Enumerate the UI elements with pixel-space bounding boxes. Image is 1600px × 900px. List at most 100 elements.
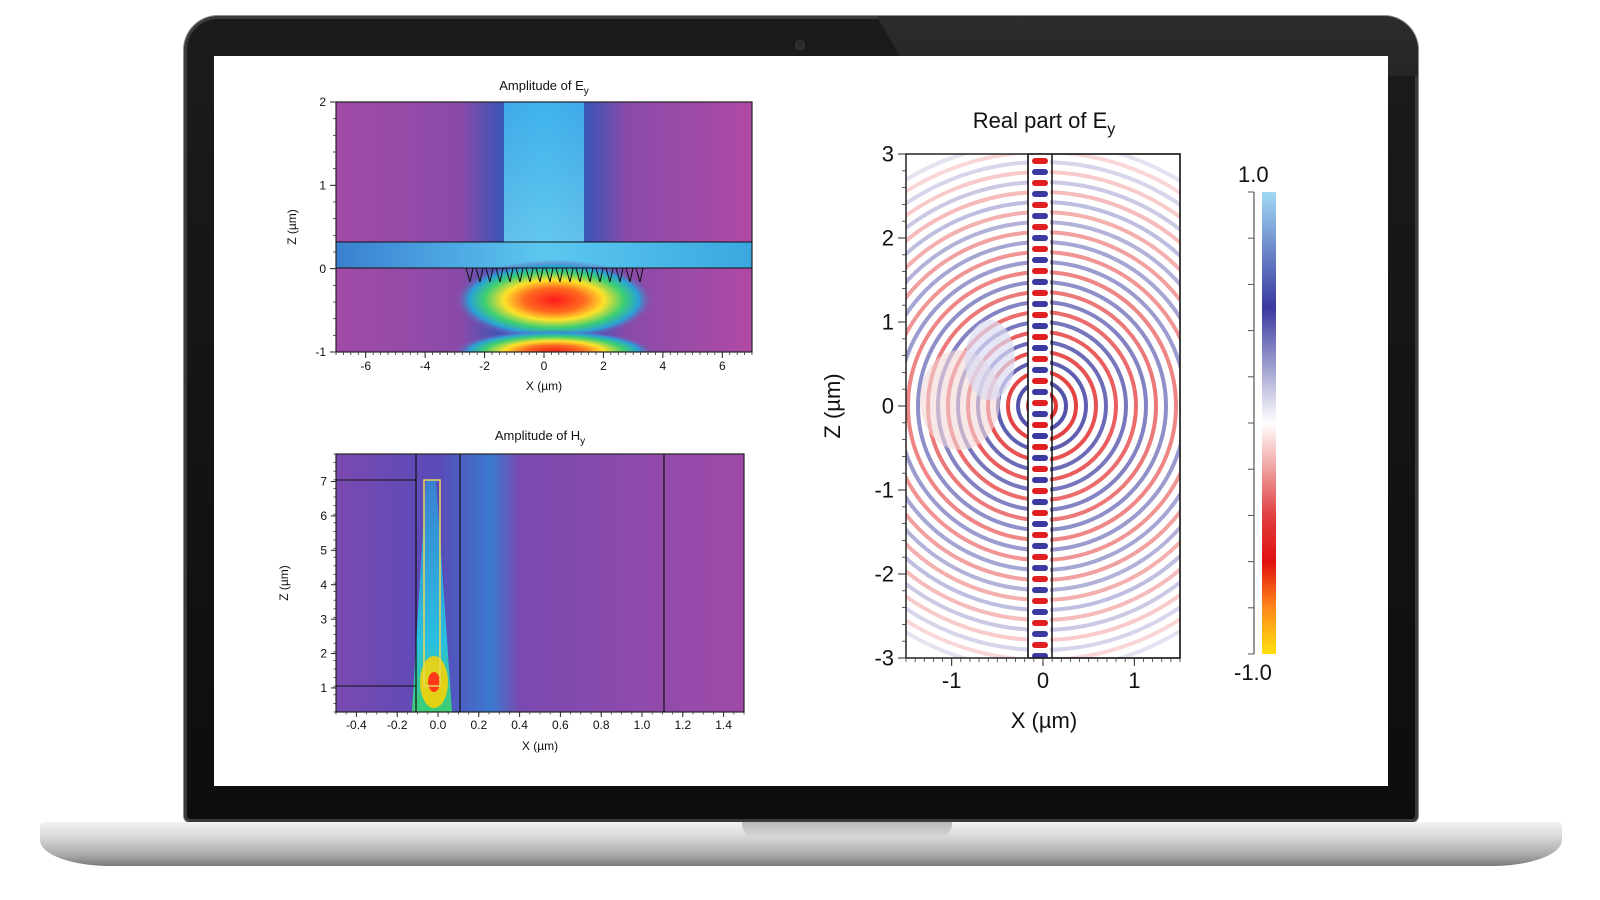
field-stripe [1032,411,1048,417]
field-stripe [1032,510,1048,516]
chart-amplitude-hy-svg: -0.4 -0.2 0.0 0.2 0.4 0.6 0.8 1.0 1.2 1.41234567 … [277,428,745,753]
grating-tooth [585,267,594,283]
x-tick-label: 0.6 [552,718,569,732]
grating-tooth [615,267,624,283]
field-stripe [1032,158,1048,164]
field-stripe [1032,389,1048,395]
grating-tooth [545,267,554,283]
field-stripe [1032,653,1048,658]
x-tick-label: -0.4 [346,718,367,732]
field-stripe [1032,169,1048,175]
field-stripe [1032,312,1048,318]
grating-tooth [575,267,584,283]
field-stripe [1032,598,1048,604]
y-tick-label: 1 [320,681,327,695]
field-stripe [1032,257,1048,263]
x-tick-label: 1.0 [634,718,651,732]
field-stripe [1032,532,1048,538]
chart-title: Amplitude of Hy [495,428,585,447]
field-stripe [1032,290,1048,296]
field-stripe [1032,620,1048,626]
y-tick-label: 5 [320,544,327,558]
grating-tooth [595,267,604,283]
field-stripe [1032,334,1048,340]
x-tick-label: 1.2 [674,718,691,732]
x-tick-label: -1 [942,668,962,693]
field-stripe [1032,466,1048,472]
grating-tooth [495,267,504,283]
x-tick-label: 6 [719,359,726,373]
x-tick-label: -4 [420,359,431,373]
x-tick-label: 4 [660,359,667,373]
grating-tooth [535,267,544,283]
y-tick-label: 7 [320,475,327,489]
field-stripe [1032,499,1048,505]
field-stripe [1032,367,1048,373]
field-stripe [1032,554,1048,560]
grating-tooth [605,267,614,283]
field-stripe [1032,268,1048,274]
y-tick-label: -1 [315,345,326,359]
y-tick-label: 0 [319,262,326,276]
y-tick-label: 2 [320,647,327,661]
field-stripe [1032,433,1048,439]
y-tick-label: 6 [320,509,327,523]
x-tick-label: 0.2 [470,718,487,732]
field-stripe [1032,400,1048,406]
field-stripe [1032,422,1048,428]
field-stripe [1032,345,1048,351]
colorbar-max-label: 1.0 [1238,162,1269,187]
grating-teeth [465,267,644,283]
y-tick-label: 0 [882,394,894,419]
field-stripe [1032,213,1048,219]
field-stripe [1032,543,1048,549]
field-stripe [1032,587,1048,593]
grating-tooth [525,267,534,283]
grating-tooth [485,267,494,283]
x-tick-label: 0 [541,359,548,373]
field-stripe [1032,279,1048,285]
field-stripe [1032,488,1048,494]
field-stripe [1032,202,1048,208]
grating-tooth [635,267,644,283]
y-tick-label: -2 [874,562,894,587]
y-tick-label: 3 [320,612,327,626]
laptop-base [40,822,1562,866]
field-stripe [1032,224,1048,230]
x-tick-label: 1.4 [715,718,732,732]
grating-tooth [475,267,484,283]
field-stripe [1032,356,1048,362]
chart-real-ey: -1 0 1 -3 -2 -1 0 1 2 3 1.0 -1.0 Real part of Ey … [810,100,1310,750]
field-stripe [1032,631,1048,637]
y-tick-label: 3 [882,142,894,167]
x-tick-label: 0.8 [593,718,610,732]
colorbar [1262,192,1276,654]
field-stripe [1032,323,1048,329]
x-axis-label: X (µm) [526,379,562,393]
grating-tooth [565,267,574,283]
y-tick-label: -3 [874,646,894,671]
field-stripe [1032,576,1048,582]
grating-tooth [465,267,474,283]
y-tick-label: 1 [319,179,326,193]
grating-tooth [505,267,514,283]
field-stripe [1032,235,1048,241]
x-tick-label: -2 [479,359,490,373]
x-tick-label: -0.2 [387,718,408,732]
y-tick-label: 4 [320,578,327,592]
y-tick-label: 1 [882,310,894,335]
field-stripe [1032,477,1048,483]
y-tick-label: -1 [874,478,894,503]
x-tick-label: 0.4 [511,718,528,732]
field-stripe [1032,191,1048,197]
y-tick-label: 2 [882,226,894,251]
x-tick-label: 1 [1128,668,1140,693]
field-stripe [1032,642,1048,648]
field-stripe [1032,378,1048,384]
x-axis-label: X (µm) [1011,708,1077,733]
laptop-notch [742,822,952,838]
chart-amplitude-hy: -0.4 -0.2 0.0 0.2 0.4 0.6 0.8 1.0 1.2 1.4 1 2 3 4 5 6 7 … [274,420,774,756]
field-stripe [1032,455,1048,461]
field-stripe [1032,609,1048,615]
